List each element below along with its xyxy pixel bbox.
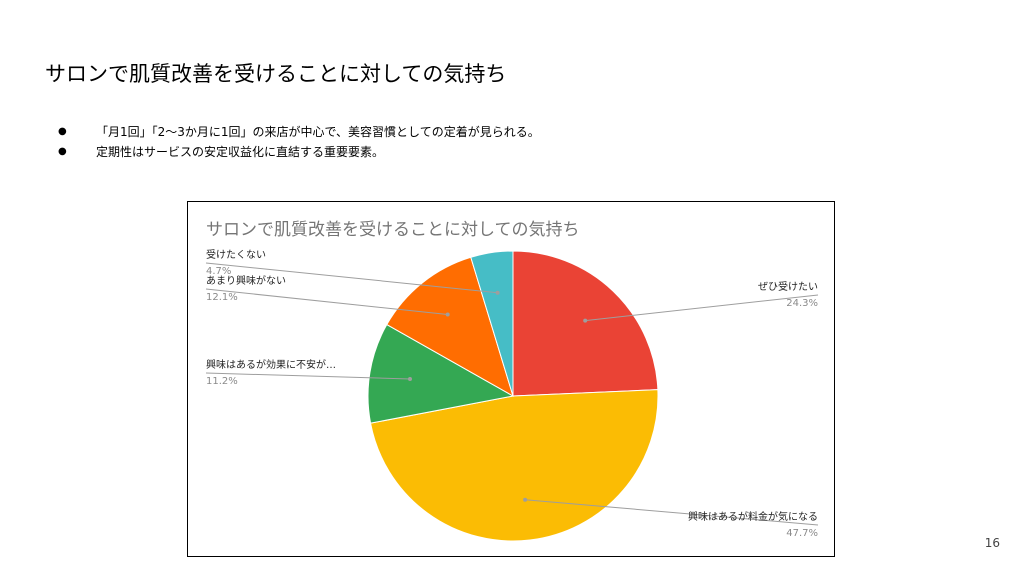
bullet-item: 「月1回」「2〜3か月に1回」の来店が中心で、美容習慣としての定着が見られる。 bbox=[58, 122, 540, 142]
slice-value-label: 24.3% bbox=[786, 298, 818, 309]
chart-title: サロンで肌質改善を受けることに対しての気持ち bbox=[206, 220, 580, 240]
pie-chart: サロンで肌質改善を受けることに対しての気持ち ぜひ受けたい 24.3% 興味はあるが… bbox=[187, 201, 835, 557]
pie-slice bbox=[369, 389, 659, 542]
slice-value-label: 47.7% bbox=[786, 528, 818, 539]
pie-slice bbox=[367, 323, 515, 424]
callout-line bbox=[585, 294, 819, 322]
pie-slice bbox=[386, 256, 514, 398]
slice-value-label: 11.2% bbox=[206, 376, 238, 387]
callout-dot bbox=[495, 290, 500, 295]
pie-slice bbox=[512, 250, 659, 397]
callout-dot bbox=[523, 497, 528, 502]
callout-dot bbox=[583, 318, 588, 323]
bullet-list: 「月1回」「2〜3か月に1回」の来店が中心で、美容習慣としての定着が見られる。 … bbox=[58, 122, 540, 162]
callout-dot bbox=[445, 312, 450, 317]
callout-line bbox=[205, 262, 498, 294]
callout-dot bbox=[408, 377, 412, 381]
slide-title: サロンで肌質改善を受けることに対しての気持ち bbox=[45, 62, 507, 86]
pie-slice bbox=[470, 250, 514, 397]
slice-value-label: 12.1% bbox=[206, 292, 238, 303]
slice-value-label: 4.7% bbox=[206, 266, 231, 277]
slice-label: 受けたくない bbox=[206, 249, 266, 261]
callout-line bbox=[525, 499, 819, 526]
slice-label: あまり興味がない bbox=[206, 274, 286, 287]
bullet-item: 定期性はサービスの安定収益化に直結する重要要素。 bbox=[58, 142, 540, 162]
slice-label: ぜひ受けたい bbox=[758, 281, 818, 293]
callout-line bbox=[205, 288, 448, 315]
slice-label: 興味はあるが料金が気になる bbox=[688, 510, 818, 523]
callout-line bbox=[205, 372, 411, 380]
slice-label: 興味はあるが効果に不安が… bbox=[206, 358, 336, 371]
pie-chart-svg: サロンで肌質改善を受けることに対しての気持ち ぜひ受けたい 24.3% 興味はあるが… bbox=[205, 220, 819, 542]
page-number: 16 bbox=[984, 536, 1000, 550]
